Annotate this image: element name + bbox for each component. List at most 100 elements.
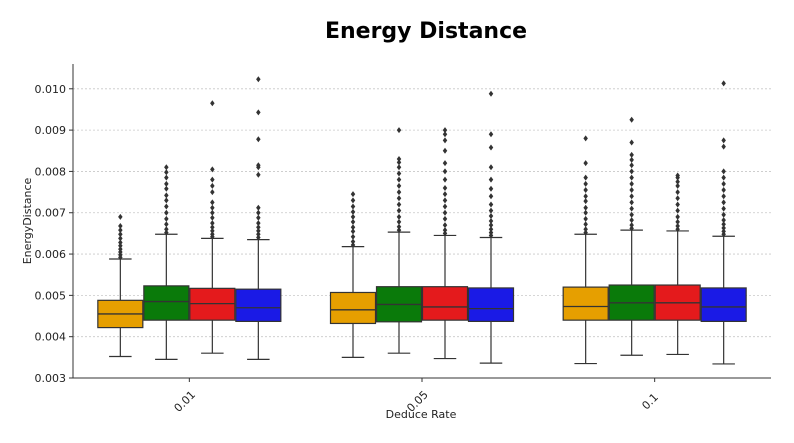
outlier-point: [583, 135, 588, 142]
outlier-point: [629, 193, 634, 200]
box-iqr: [143, 285, 190, 321]
outlier-point: [256, 171, 261, 178]
outlier-point: [256, 162, 261, 169]
outlier-point: [442, 131, 448, 138]
outlier-point: [442, 184, 448, 191]
outlier-point: [396, 223, 402, 230]
outlier-point: [629, 217, 634, 224]
x-axis-label: Deduce Rate: [386, 408, 457, 421]
outlier-point: [629, 211, 634, 218]
outlier-point: [396, 164, 402, 171]
outlier-point: [350, 238, 356, 245]
outlier-point: [629, 162, 634, 169]
box-0.05-series-2: [421, 127, 469, 360]
outlier-point: [629, 116, 634, 123]
outlier-point: [488, 193, 494, 200]
outlier-point: [583, 198, 588, 205]
outlier-point: [210, 199, 215, 206]
outlier-point: [396, 227, 402, 234]
outlier-point: [210, 182, 215, 189]
outlier-point: [488, 185, 494, 192]
outlier-point: [350, 241, 356, 248]
y-tick-label: 0.010: [35, 83, 67, 96]
outlier-point: [675, 178, 680, 185]
y-tick-label: 0.008: [35, 165, 67, 178]
outlier-point: [256, 209, 261, 216]
outlier-point: [210, 100, 215, 107]
outlier-point: [118, 227, 123, 234]
outlier-point: [442, 209, 448, 216]
outlier-point: [210, 209, 215, 216]
outlier-point: [164, 203, 169, 210]
outlier-point: [675, 218, 680, 225]
outlier-point: [442, 147, 448, 154]
outlier-point: [721, 225, 726, 232]
outlier-point: [256, 220, 261, 227]
outlier-point: [396, 127, 402, 134]
outlier-point: [210, 224, 215, 231]
y-axis-label: EnergyDistance: [21, 177, 34, 264]
outlier-point: [118, 231, 123, 238]
outlier-point: [256, 234, 261, 241]
box-iqr: [235, 288, 282, 322]
outlier-point: [442, 215, 448, 222]
outlier-point: [396, 156, 402, 163]
outlier-point: [164, 215, 169, 222]
gridlines: [73, 88, 771, 379]
outlier-point: [210, 214, 215, 221]
outlier-point: [488, 201, 494, 208]
outlier-point: [210, 227, 215, 234]
box-iqr: [329, 291, 377, 325]
outlier-point: [256, 227, 261, 234]
box-0.1-series-1: [608, 116, 655, 356]
outlier-point: [442, 168, 448, 175]
outlier-point: [629, 222, 634, 229]
outlier-point: [210, 166, 215, 173]
outlier-point: [721, 221, 726, 228]
x-tick-label: 0.01: [172, 388, 199, 415]
outlier-point: [721, 199, 726, 206]
outlier-point: [442, 222, 448, 229]
outlier-point: [396, 218, 402, 225]
outlier-point: [164, 209, 169, 216]
y-tick-label: 0.004: [35, 331, 67, 344]
box-0.1-series-3: [700, 80, 747, 365]
outlier-point: [583, 204, 588, 211]
box-0.05-series-0: [329, 191, 377, 358]
outlier-point: [721, 228, 726, 235]
outlier-point: [488, 90, 494, 97]
outlier-point: [256, 76, 261, 83]
outlier-point: [396, 159, 402, 166]
outlier-point: [488, 226, 494, 233]
outlier-point: [721, 187, 726, 194]
outlier-point: [583, 215, 588, 222]
box-0.1-series-0: [562, 135, 609, 365]
outlier-point: [488, 218, 494, 224]
outlier-point: [629, 205, 634, 212]
outlier-point: [210, 204, 215, 211]
outlier-point: [442, 227, 448, 234]
outlier-point: [396, 182, 402, 189]
outlier-point: [675, 201, 680, 208]
outlier-point: [629, 168, 634, 175]
outlier-point: [675, 222, 680, 229]
outlier-point: [210, 220, 215, 227]
outlier-point: [118, 242, 123, 249]
outlier-point: [396, 207, 402, 214]
x-tick-label: 0.1: [639, 391, 661, 413]
outlier-point: [256, 204, 261, 211]
chart-title: Energy Distance: [325, 19, 527, 44]
outlier-point: [164, 197, 169, 204]
outlier-point: [629, 199, 634, 206]
outlier-point: [210, 231, 215, 238]
outlier-point: [442, 203, 448, 210]
outlier-point: [442, 191, 448, 198]
box-0.1-series-2: [654, 172, 701, 356]
outlier-point: [396, 213, 402, 220]
outlier-point: [675, 213, 680, 220]
outlier-point: [721, 211, 726, 218]
outlier-point: [488, 213, 494, 220]
outlier-point: [442, 230, 448, 237]
outlier-point: [675, 189, 680, 196]
